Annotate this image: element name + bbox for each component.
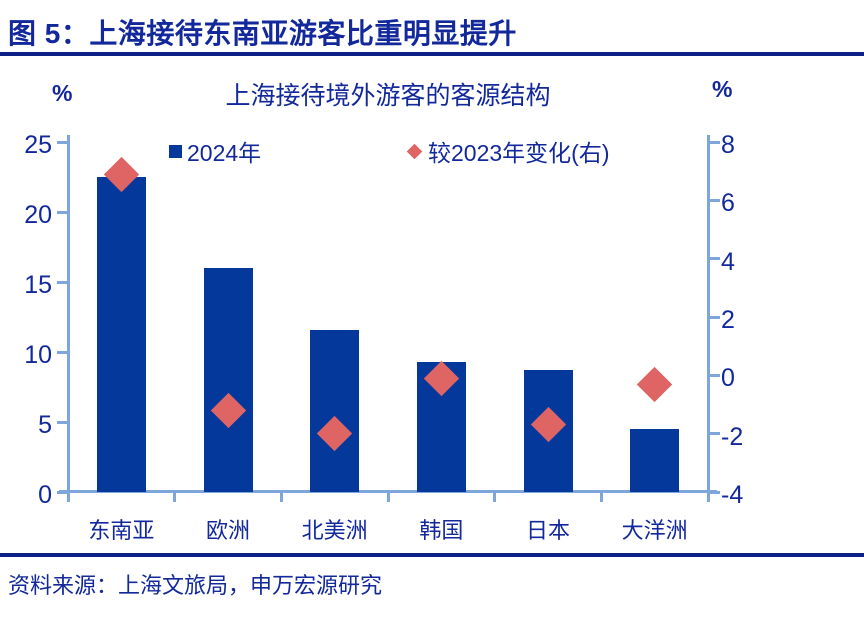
x-axis-category-label: 欧洲 <box>205 518 250 543</box>
right-axis-unit-label: % <box>712 76 733 102</box>
right-axis-tick <box>710 490 720 494</box>
right-axis-tick <box>710 373 720 377</box>
source-note: 资料来源：上海文旅局，申万宏源研究 <box>8 573 383 598</box>
left-axis-tick <box>57 210 67 214</box>
x-axis-tick <box>66 493 70 502</box>
left-axis-tick-label: 10 <box>24 341 52 369</box>
x-axis-tick <box>279 493 283 502</box>
legend-label-2024: 2024年 <box>187 140 262 166</box>
right-axis-tick-label: 4 <box>721 247 735 276</box>
right-axis-tick <box>710 140 720 144</box>
bar-大洋洲 <box>630 429 680 492</box>
x-axis-tick <box>173 493 177 502</box>
legend-item-change: 较2023年变化(右) <box>406 134 609 168</box>
left-axis-tick-label: 20 <box>24 201 52 229</box>
left-axis-tick-label: 5 <box>38 411 52 439</box>
left-axis-tick-label: 15 <box>24 271 52 299</box>
legend-item-2024: 2024年 <box>169 134 261 168</box>
left-axis-tick <box>57 490 67 494</box>
right-axis-tick-label: -4 <box>721 481 744 509</box>
right-axis-tick <box>710 198 720 202</box>
diamond-marker-大洋洲 <box>636 366 673 402</box>
legend-label-change: 较2023年变化(右) <box>428 140 610 166</box>
left-axis-tick <box>57 140 67 144</box>
bar-北美洲 <box>310 329 360 492</box>
x-axis-line <box>59 490 717 493</box>
x-axis-tick <box>706 493 710 502</box>
bar-东南亚 <box>96 177 146 492</box>
left-axis-tick <box>57 350 67 354</box>
right-axis-tick-label: 2 <box>721 306 735 334</box>
left-axis-line <box>67 135 70 492</box>
left-axis-tick <box>57 280 67 284</box>
left-axis-tick-label: 0 <box>38 481 52 509</box>
x-axis-tick <box>599 493 603 502</box>
right-axis-line <box>707 135 710 492</box>
bar-欧洲 <box>203 268 253 492</box>
bar-series-marker-icon <box>169 144 182 158</box>
right-axis-tick <box>710 315 720 319</box>
right-axis-tick-label: -2 <box>721 422 744 451</box>
footer-rule <box>0 553 864 557</box>
plot-area: 0 5 10 15 20 25 -4 -2 0 2 4 6 8 东南亚 欧洲 北美洲 韩国 日本 大洋洲 <box>24 133 743 544</box>
x-axis-category-label: 北美洲 <box>301 518 368 543</box>
right-axis-tick-label: 8 <box>721 131 735 159</box>
x-axis-tick <box>386 493 390 502</box>
figure-title: 图 5：上海接待东南亚游客比重明显提升 <box>8 18 517 49</box>
chart-title: 上海接待境外游客的客源结构 <box>225 82 551 110</box>
x-axis-category-label: 日本 <box>525 518 570 543</box>
x-axis-category-label: 东南亚 <box>88 518 155 543</box>
x-axis-category-label: 大洋洲 <box>621 518 688 543</box>
x-axis-category-label: 韩国 <box>419 518 464 543</box>
header-rule <box>0 52 864 56</box>
right-axis-tick-label: 6 <box>721 189 735 218</box>
left-axis-tick-label: 25 <box>24 131 52 159</box>
left-axis-tick <box>57 420 67 424</box>
right-axis-tick <box>710 257 720 261</box>
right-axis-tick-label: 0 <box>721 364 735 393</box>
x-axis-tick <box>493 493 497 502</box>
left-axis-unit-label: % <box>52 80 73 106</box>
right-axis-tick <box>710 432 720 436</box>
